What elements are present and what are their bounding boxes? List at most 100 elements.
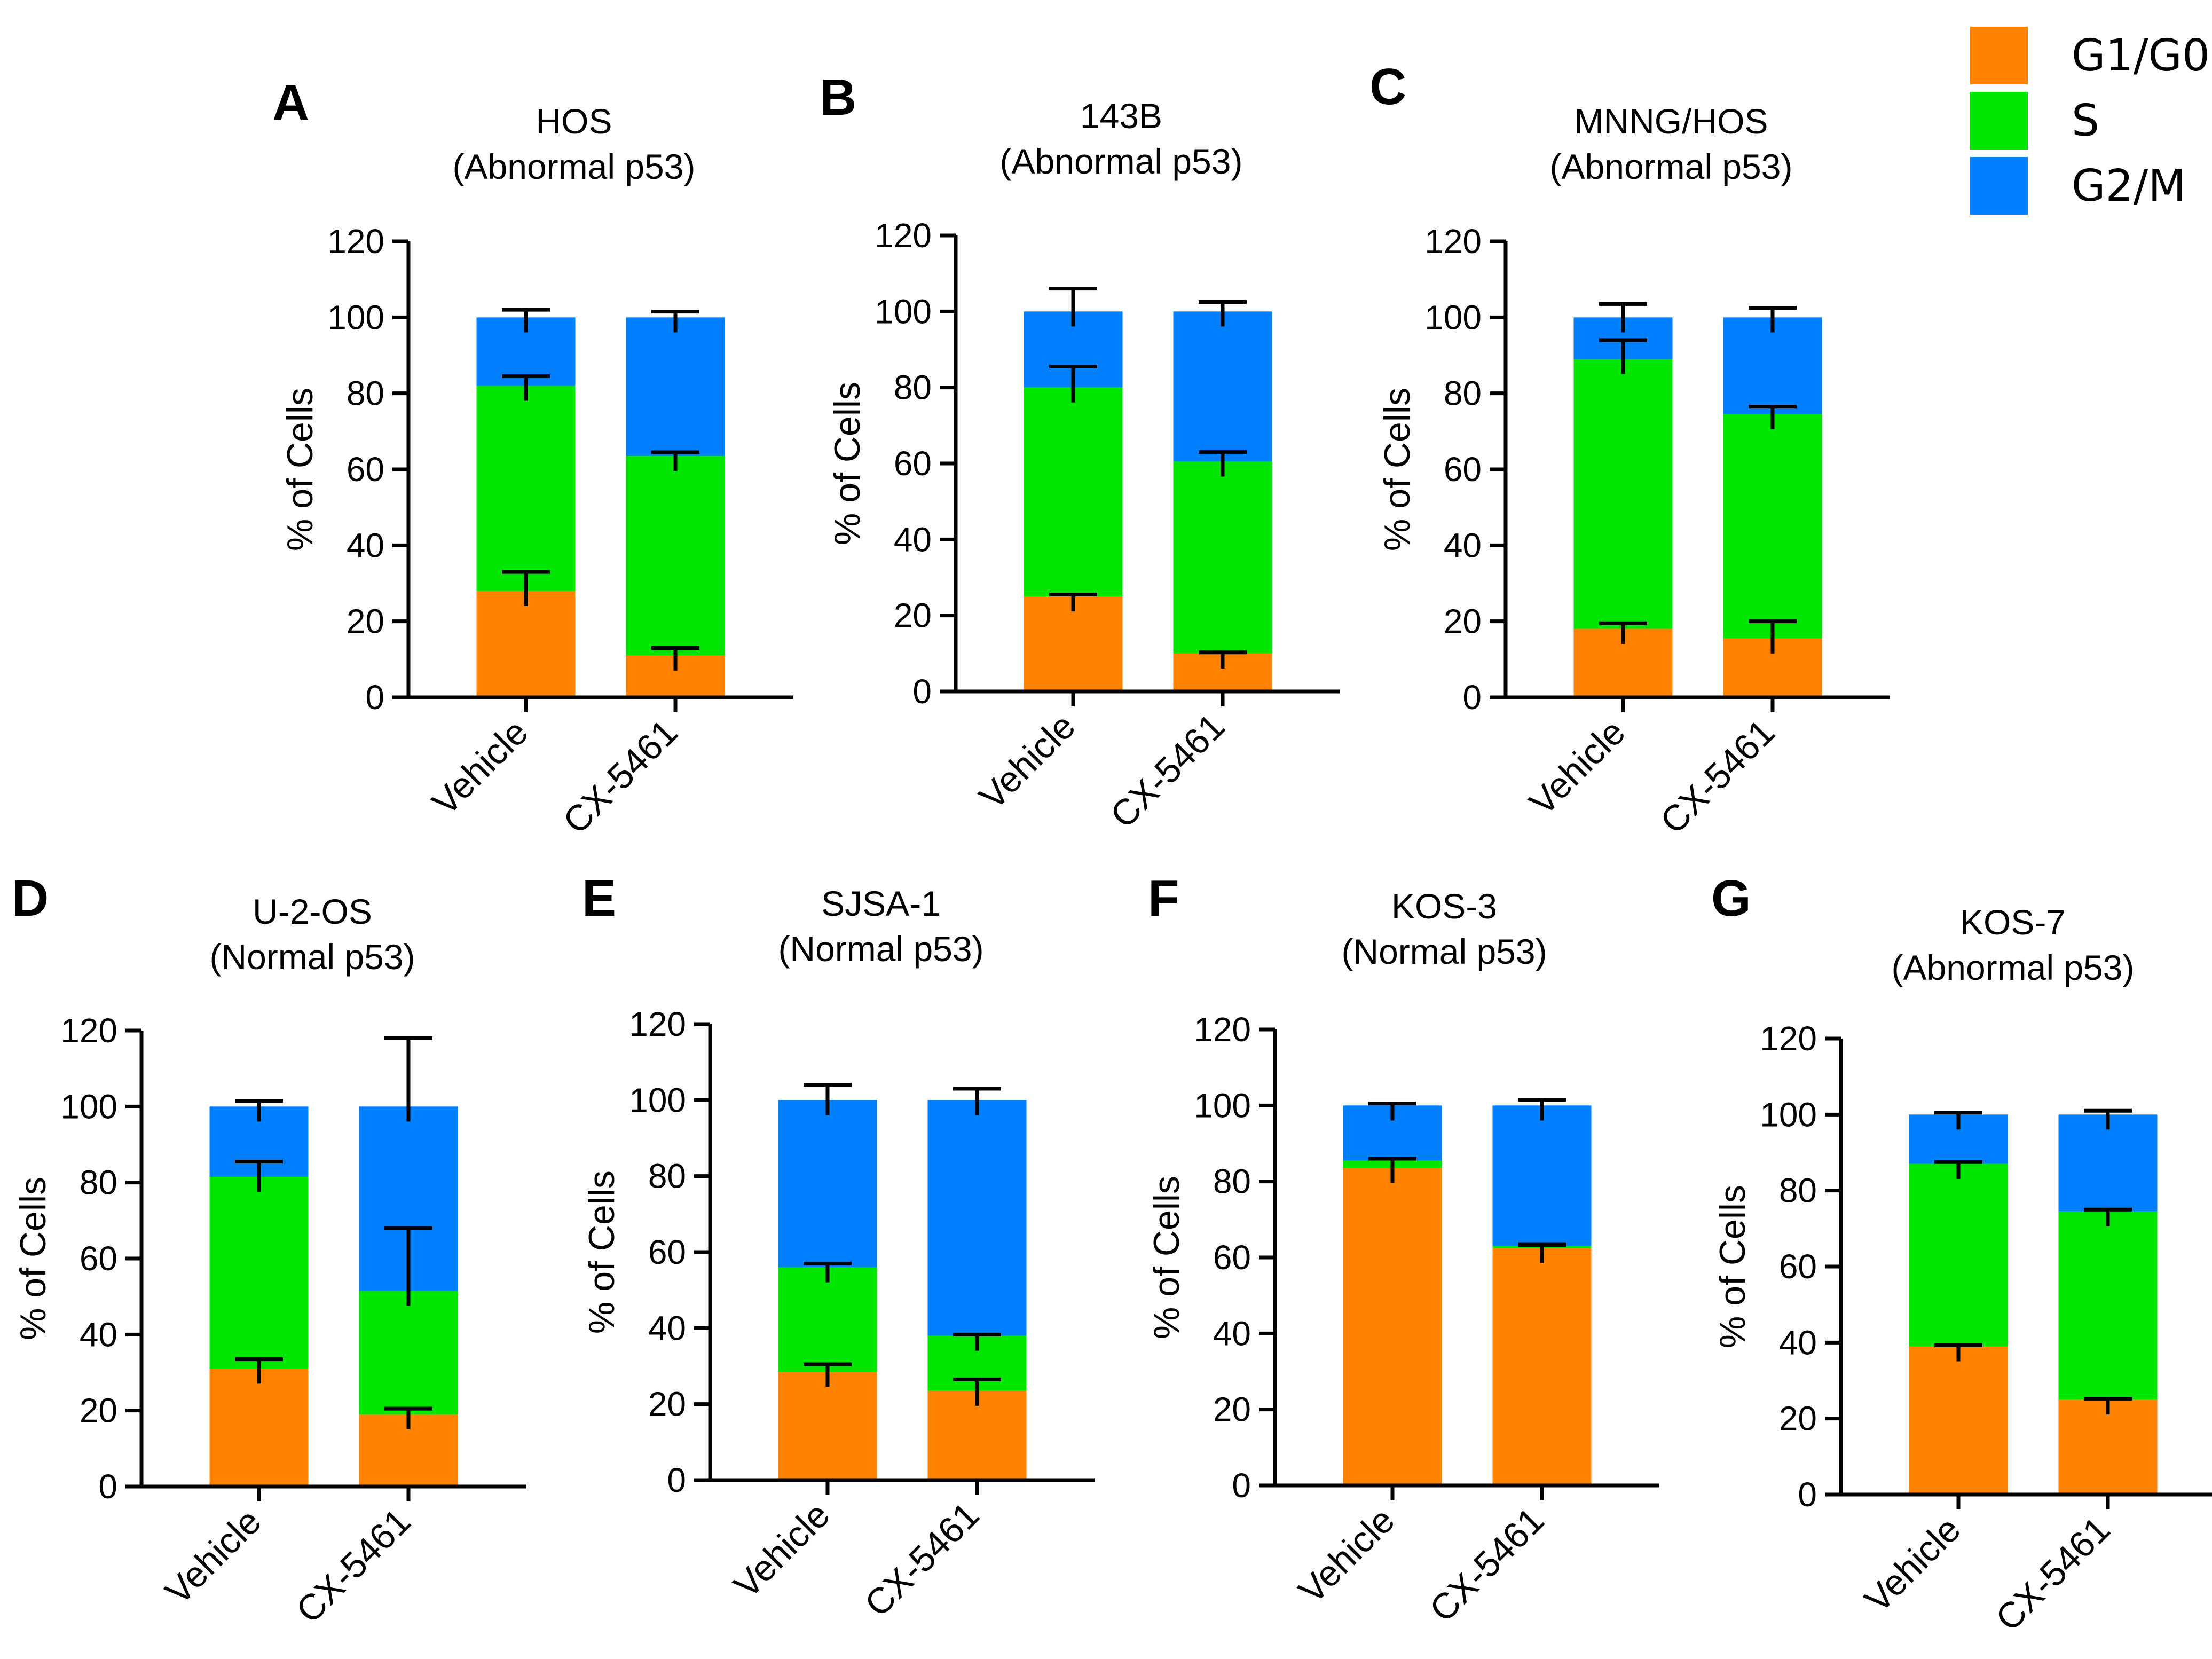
error-bar-s-cx5461 bbox=[384, 1226, 432, 1306]
axes bbox=[139, 1031, 526, 1489]
axes bbox=[1503, 241, 1890, 699]
error-bar-g2m-cx5461 bbox=[651, 310, 699, 333]
legend-label-1: G1/G0 bbox=[2072, 30, 2210, 81]
chart-title-line1: 143B bbox=[1080, 96, 1162, 136]
y-tick-label: 80 bbox=[80, 1163, 117, 1202]
y-tick-label: 100 bbox=[1424, 298, 1482, 336]
error-bar-s-cx5461 bbox=[1749, 405, 1797, 429]
y-tick-label: 60 bbox=[1213, 1238, 1251, 1277]
error-bar-g2m-cx5461 bbox=[953, 1087, 1001, 1115]
y-tick-label: 80 bbox=[894, 368, 932, 407]
chart-panels: A HOS(Abnormal p53)Vehicle CX-546102040608… bbox=[12, 58, 2212, 1639]
y-tick-label: 80 bbox=[648, 1157, 686, 1196]
y-tick-label: 100 bbox=[1194, 1086, 1251, 1125]
y-tick-label: 120 bbox=[629, 1005, 686, 1043]
error-bar-s-cx5461 bbox=[1199, 450, 1247, 477]
panel-e: E SJSA-1 (Normal p53) Vehicle CX-5461 0 20 40 60… bbox=[581, 870, 1095, 1624]
bar-g1g0-vehicle bbox=[476, 591, 576, 697]
y-tick-label: 0 bbox=[1798, 1475, 1817, 1514]
bar-s-cx5461 bbox=[1723, 414, 1822, 639]
y-tick-label: 40 bbox=[1213, 1314, 1251, 1353]
error-bar-g1g0-cx5461 bbox=[2084, 1397, 2132, 1415]
y-tick-label: 120 bbox=[1194, 1010, 1251, 1049]
y-tick-label: 20 bbox=[1444, 602, 1482, 641]
category-label-cx5461: CX-5461 bbox=[555, 712, 686, 842]
y-axis-label: % of Cells bbox=[827, 382, 868, 545]
error-bar-g1g0-vehicle bbox=[1049, 593, 1097, 612]
panel-f: F KOS-3 (Normal p53) Vehicle CX-5461 0 20 40 60 8… bbox=[1146, 870, 1659, 1630]
bar-s-cx5461 bbox=[359, 1291, 458, 1414]
bar-g1g0-vehicle bbox=[1343, 1168, 1442, 1485]
bar-g1g0-cx5461 bbox=[1492, 1248, 1592, 1485]
y-tick-label: 80 bbox=[347, 374, 384, 413]
error-bar-g1g0-vehicle bbox=[804, 1362, 852, 1387]
y-tick-label: 60 bbox=[347, 450, 384, 489]
y-tick-label: 20 bbox=[347, 602, 384, 641]
y-tick-label: 100 bbox=[875, 292, 932, 331]
chart-title-line1: KOS-3 bbox=[1391, 886, 1497, 926]
chart-title-line2: (Abnormal p53) bbox=[1000, 141, 1243, 181]
y-tick-label: 100 bbox=[327, 298, 384, 336]
panel-d: D U-2-OS (Normal p53) Vehicle CX-5461 0 20 40 60… bbox=[12, 870, 526, 1631]
chart-title-line1: KOS-7 bbox=[1960, 902, 2066, 942]
y-tick-label: 120 bbox=[1760, 1019, 1817, 1058]
y-tick-label: 80 bbox=[1213, 1162, 1251, 1201]
chart-title-line2: (Normal p53) bbox=[778, 929, 983, 969]
error-bar-g2m-vehicle bbox=[1934, 1111, 1982, 1130]
bar-s-vehicle bbox=[476, 386, 576, 591]
legend-swatch-1 bbox=[1970, 27, 2028, 84]
y-tick-label: 20 bbox=[648, 1385, 686, 1424]
error-bar-g1g0-cx5461 bbox=[651, 646, 699, 671]
y-tick-label: 80 bbox=[1444, 374, 1482, 413]
legend: G1/G0 S G2/M bbox=[1970, 27, 2210, 215]
error-bar-g2m-cx5461 bbox=[1749, 306, 1797, 333]
chart-title-line1: SJSA-1 bbox=[821, 884, 941, 923]
axes bbox=[954, 235, 1340, 694]
bar-s-vehicle bbox=[1909, 1163, 2008, 1347]
y-tick-label: 20 bbox=[1779, 1399, 1817, 1438]
error-bar-g2m-vehicle bbox=[235, 1099, 283, 1122]
panel-letter: A bbox=[272, 74, 309, 131]
category-label-cx5461: CX-5461 bbox=[1988, 1509, 2118, 1639]
bar-s-vehicle bbox=[209, 1176, 309, 1369]
y-tick-label: 100 bbox=[1760, 1095, 1817, 1134]
panel-letter: F bbox=[1148, 870, 1179, 927]
error-bar-g1g0-vehicle bbox=[1599, 621, 1647, 644]
axes bbox=[708, 1024, 1095, 1482]
error-bar-s-vehicle bbox=[804, 1261, 852, 1283]
legend-label-2: S bbox=[2072, 96, 2099, 146]
panel-letter: D bbox=[12, 870, 49, 927]
error-bar-s-vehicle bbox=[235, 1160, 283, 1192]
chart-title-line1: MNNG/HOS bbox=[1575, 101, 1768, 141]
panel-letter: B bbox=[820, 69, 856, 126]
bar-g2m-vehicle bbox=[778, 1100, 877, 1268]
chart-title-line2: (Normal p53) bbox=[1341, 932, 1547, 971]
y-tick-label: 120 bbox=[60, 1011, 117, 1050]
y-axis-label: % of Cells bbox=[1377, 388, 1418, 551]
category-label-vehicle: Vehicle bbox=[424, 712, 536, 823]
y-axis-label: % of Cells bbox=[1146, 1176, 1187, 1339]
error-bar-s-vehicle bbox=[1599, 338, 1647, 374]
category-label-cx5461: CX-5461 bbox=[288, 1501, 419, 1631]
bar-g2m-cx5461 bbox=[1173, 311, 1272, 462]
legend-swatch-2 bbox=[1970, 92, 2028, 150]
panel-g: G KOS-7 (Abnormal p53) Vehicle CX-5461 0 20 40 6… bbox=[1711, 870, 2212, 1639]
y-tick-label: 100 bbox=[60, 1087, 117, 1126]
axes bbox=[1273, 1029, 1659, 1488]
error-bar-s-cx5461 bbox=[651, 450, 699, 471]
category-label-vehicle: Vehicle bbox=[158, 1501, 269, 1613]
bar-g2m-cx5461 bbox=[927, 1100, 1027, 1336]
y-tick-label: 0 bbox=[1462, 678, 1482, 717]
category-label-cx5461: CX-5461 bbox=[1422, 1500, 1552, 1630]
y-tick-label: 0 bbox=[667, 1461, 686, 1499]
category-label-vehicle: Vehicle bbox=[1522, 712, 1633, 823]
y-axis-label: % of Cells bbox=[1712, 1185, 1753, 1348]
y-tick-label: 40 bbox=[648, 1309, 686, 1347]
bar-g1g0-vehicle bbox=[1024, 596, 1123, 691]
panel-b: B 143B (Abnormal p53) Vehicle CX-5461 0 20 40 60… bbox=[820, 69, 1340, 836]
error-bar-g1g0-vehicle bbox=[235, 1357, 283, 1384]
y-tick-label: 0 bbox=[912, 672, 932, 711]
error-bar-g2m-vehicle bbox=[1368, 1102, 1416, 1121]
y-tick-label: 20 bbox=[80, 1391, 117, 1430]
bar-g2m-cx5461 bbox=[1723, 317, 1822, 414]
